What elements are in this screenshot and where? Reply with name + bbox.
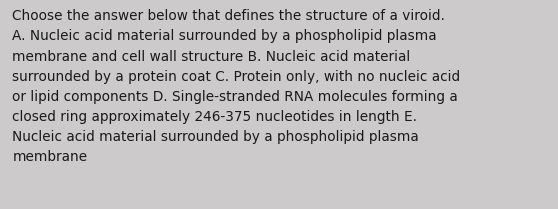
Text: Choose the answer below that defines the structure of a viroid.
A. Nucleic acid : Choose the answer below that defines the… — [12, 9, 460, 164]
